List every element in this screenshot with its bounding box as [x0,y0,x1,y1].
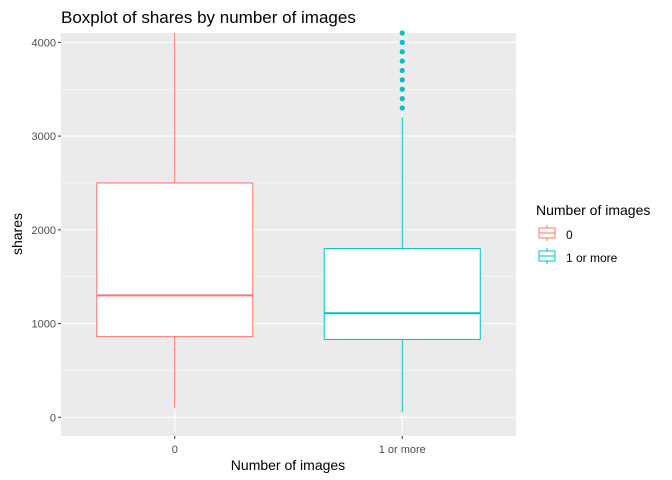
box-1 [323,30,481,413]
y-tick-label: 1000 [32,319,56,331]
legend-key-1 [538,248,556,264]
chart-title: Boxplot of shares by number of images [61,8,356,27]
x-tick-label: 0 [172,444,178,456]
y-tick-label: 4000 [32,37,56,49]
y-axis-title: shares [9,213,25,255]
y-tick-label: 2000 [32,225,56,237]
x-axis-title: Number of images [231,457,345,473]
outlier-point [399,58,405,64]
x-tick-label: 1 or more [379,444,426,456]
box-0 [96,33,254,408]
outlier-point [399,30,405,36]
legend-label-0: 0 [566,228,573,242]
outlier-point [399,67,405,74]
legend-keys [538,225,556,264]
y-tick-label: 3000 [32,131,56,143]
outlier-point [399,39,405,45]
outlier-point [399,86,405,92]
legend-title: Number of images [536,202,650,218]
boxes [96,30,481,413]
y-tick-label: 0 [50,412,56,424]
outlier-point [399,77,405,83]
outlier-point [399,49,405,55]
legend-label-1: 1 or more [566,251,618,265]
legend: Number of images 0 1 or more [536,202,650,265]
outlier-point [399,105,405,111]
outlier-point [399,96,405,102]
iqr-box [323,248,481,340]
legend-key-0 [538,225,556,241]
iqr-box [96,182,254,338]
y-axis-ticks: 0 1000 2000 3000 4000 [32,37,61,424]
x-axis-ticks: 0 1 or more [172,436,426,456]
